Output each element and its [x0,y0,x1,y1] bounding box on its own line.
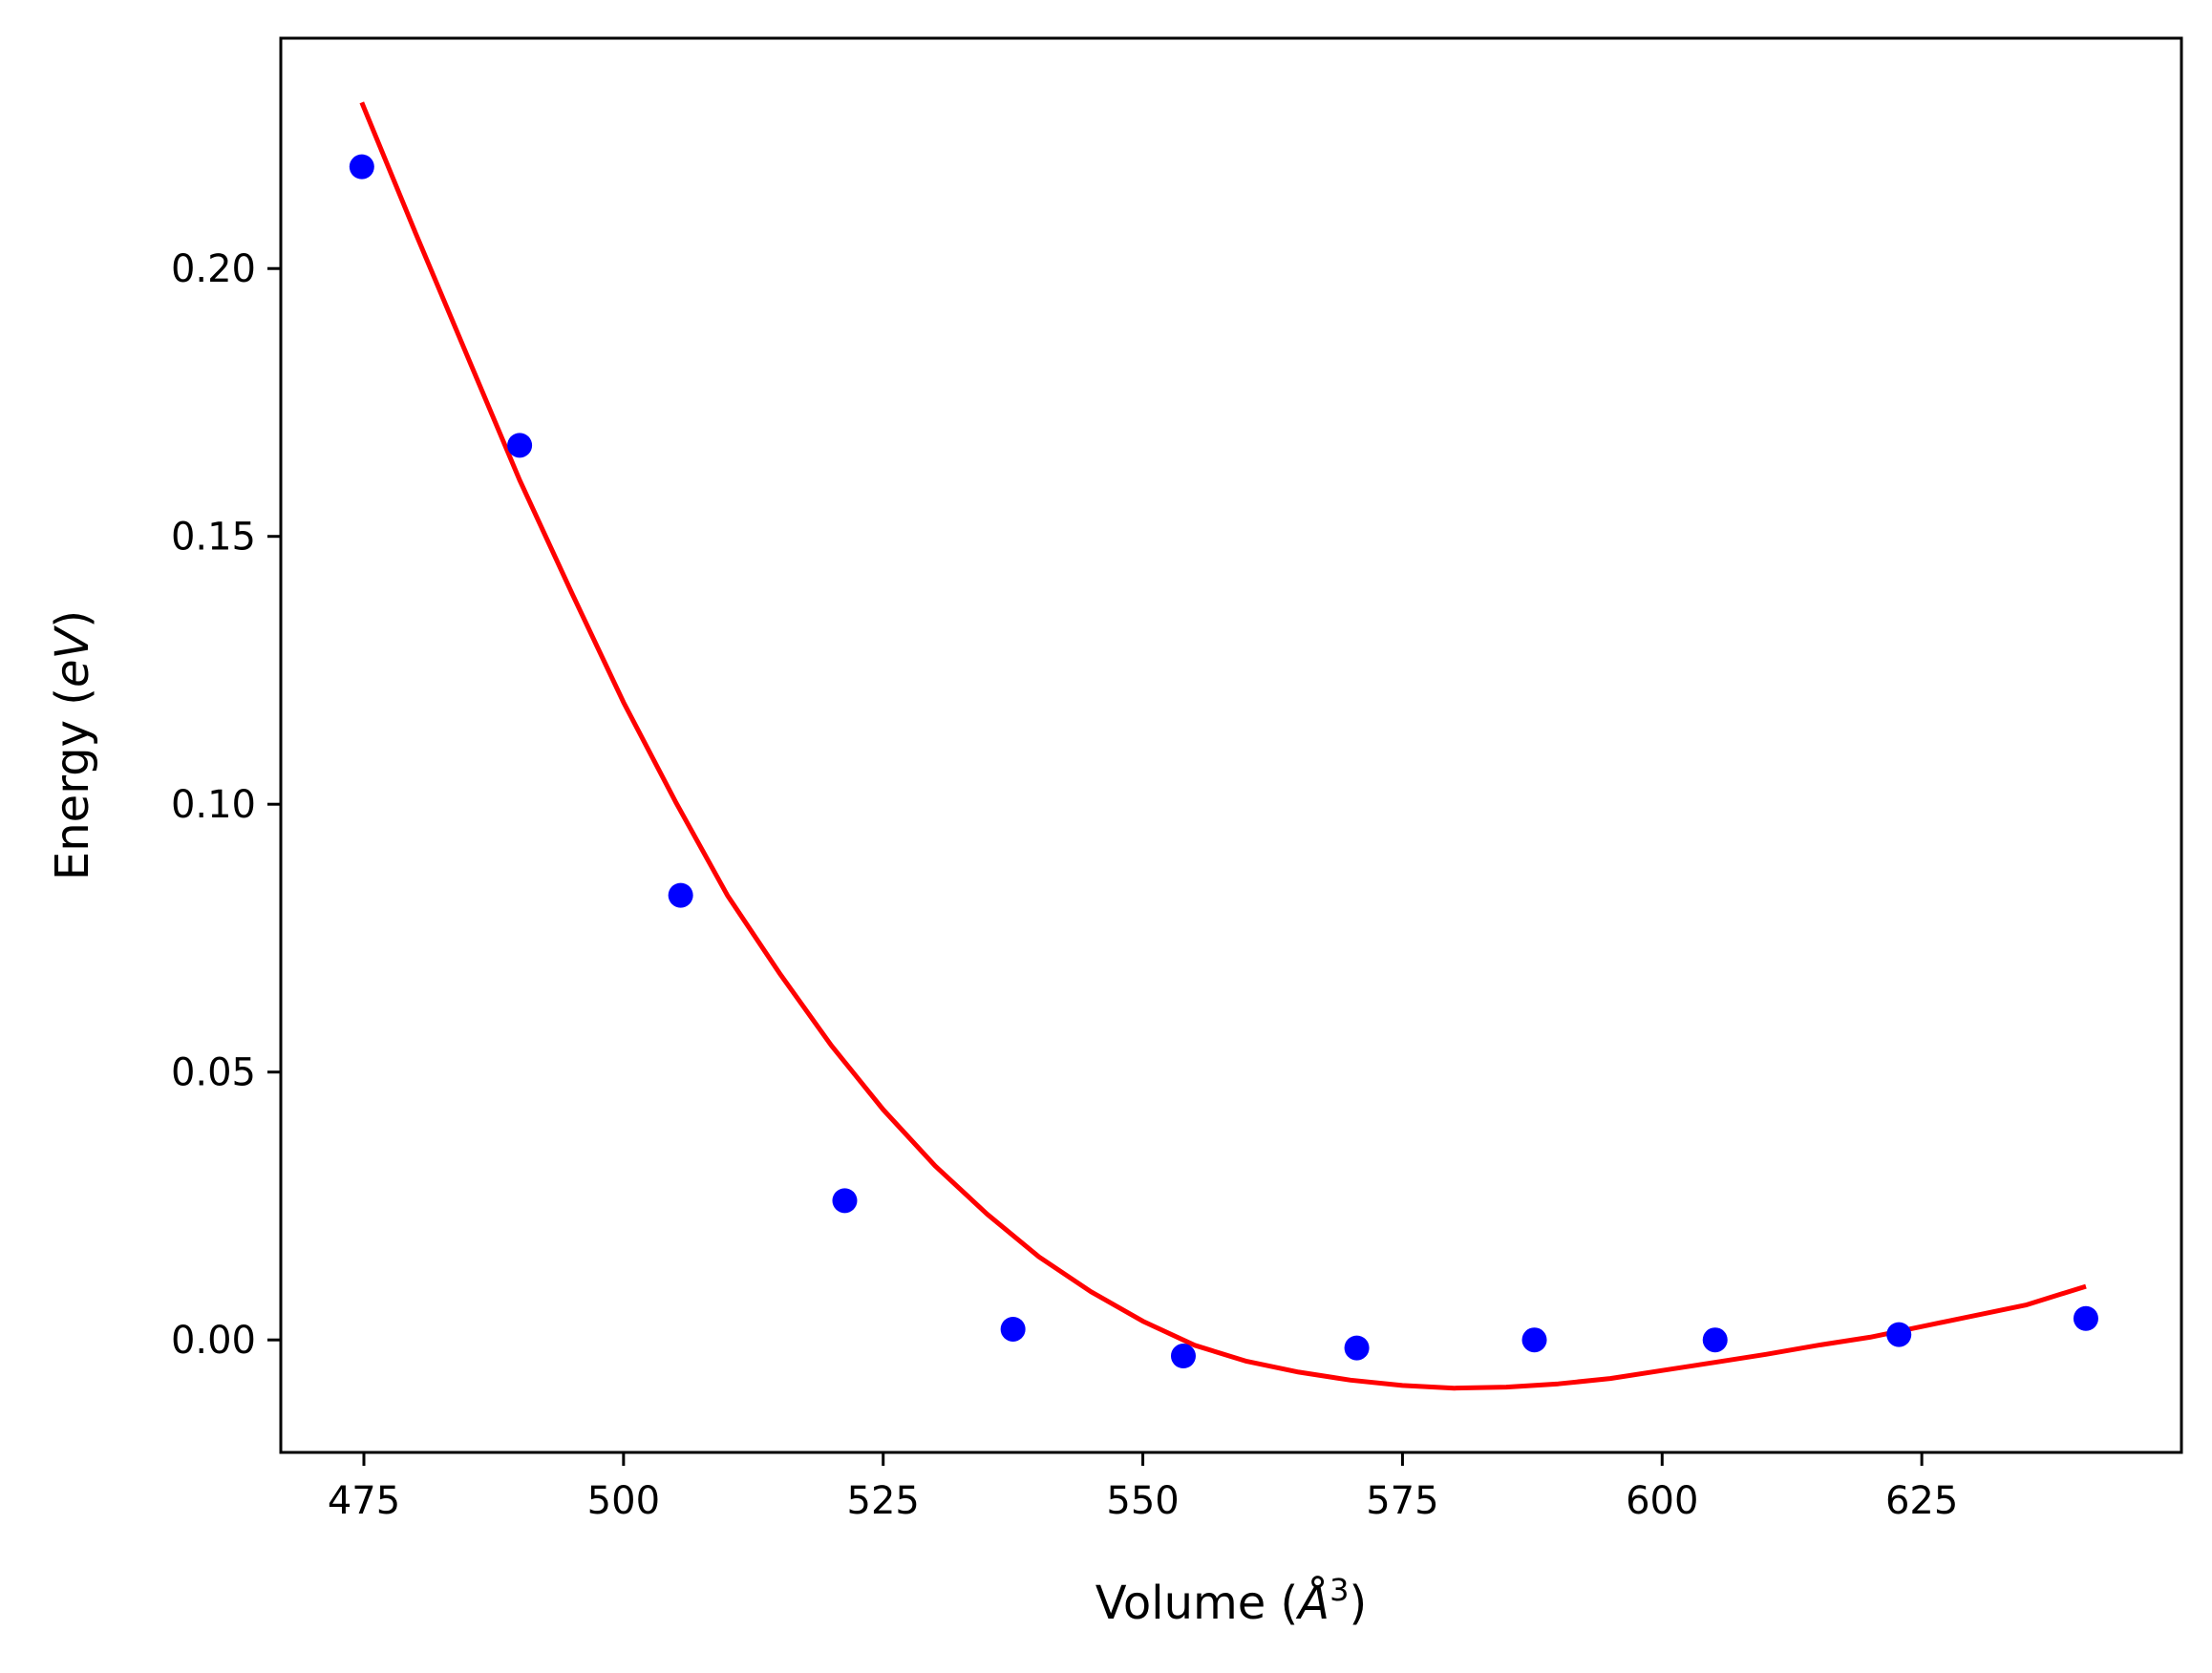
fit-curve-line [359,101,2087,1391]
axes-frame [279,36,2183,1454]
y-tick-label: 0.05 [171,1051,256,1095]
x-tick-label: 475 [328,1479,400,1523]
x-tick-label: 550 [1106,1479,1179,1523]
data-point [668,882,693,908]
y-tick-label: 0.20 [171,247,256,291]
data-point [2073,1305,2098,1331]
y-tick-label: 0.00 [171,1319,256,1363]
data-point [1170,1344,1196,1369]
data-point [1886,1322,1912,1347]
x-axis: 475 500 525 550 575 600 625 [328,1452,1958,1523]
data-point [349,154,374,180]
data-point [1000,1316,1026,1342]
y-tick-label: 0.10 [171,783,256,827]
x-tick-label: 575 [1366,1479,1438,1523]
y-axis-label: Energy (eV) [46,610,99,880]
x-axis-label: Volume (Å3) [1095,1572,1367,1630]
data-point [507,433,533,458]
data-point [1702,1327,1728,1353]
data-point [1344,1335,1370,1361]
x-tick-label: 500 [587,1479,660,1523]
x-tick-label: 525 [847,1479,920,1523]
plot-area [349,101,2098,1391]
y-tick-label: 0.15 [171,516,256,560]
x-tick-label: 600 [1626,1479,1698,1523]
data-point [1521,1327,1547,1353]
y-axis: 0.00 0.05 0.10 0.15 0.20 [171,247,281,1363]
x-tick-label: 625 [1885,1479,1958,1523]
data-point [832,1188,858,1214]
